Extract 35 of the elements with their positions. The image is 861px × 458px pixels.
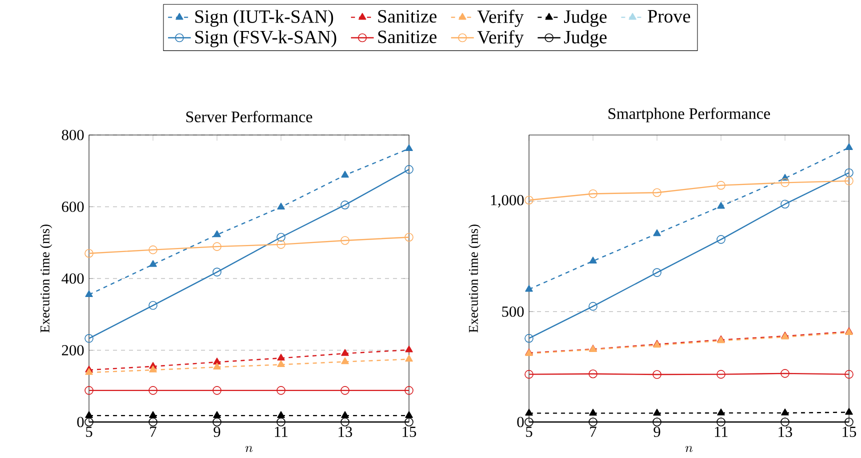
legend-label: Sanitize [378, 30, 436, 44]
x-tick-label: 5 [86, 426, 92, 437]
y-tick-label: 0 [77, 416, 84, 428]
legend-label: Prove [648, 10, 690, 23]
y-axis-title: Execution time (ms) [40, 224, 52, 333]
x-tick-label: 7 [590, 426, 596, 437]
x-tick-label: 13 [778, 426, 792, 438]
y-tick-label: 1,000 [491, 194, 524, 208]
x-tick-label: 11 [274, 426, 288, 437]
y-tick-label: 600 [62, 202, 84, 212]
y-tick-label: 800 [62, 130, 84, 140]
chart-title: Smartphone Performance [608, 108, 770, 122]
legend-label: Verify [477, 30, 524, 48]
x-tick-label: 15 [402, 426, 416, 437]
legend-label: Sign (FSV-k-SAN) [195, 30, 336, 48]
legend-label: Sanitize [378, 10, 436, 23]
y-tick-label: 200 [62, 345, 84, 356]
y-tick-label: 0 [517, 416, 524, 428]
legend-label: Judge [564, 10, 607, 27]
chart-title: Server Performance [186, 110, 312, 122]
x-tick-label: 5 [526, 426, 532, 437]
x-tick-label: 11 [714, 426, 728, 437]
y-tick-label: 400 [62, 273, 84, 284]
y-tick-label: 500 [502, 306, 524, 317]
x-axis-title: $n$ [245, 446, 253, 452]
legend-label: Verify [477, 10, 524, 27]
y-axis-title: Execution time (ms) [468, 224, 481, 333]
x-tick-label: 15 [842, 426, 856, 437]
x-tick-label: 9 [654, 426, 660, 438]
legend-label: Judge [564, 30, 607, 48]
x-tick-label: 7 [150, 426, 156, 437]
x-tick-label: 13 [338, 426, 352, 438]
x-axis-title: $n$ [685, 446, 693, 452]
legend-label: Sign (IUT-k-SAN) [195, 10, 334, 27]
x-tick-label: 9 [214, 426, 220, 438]
